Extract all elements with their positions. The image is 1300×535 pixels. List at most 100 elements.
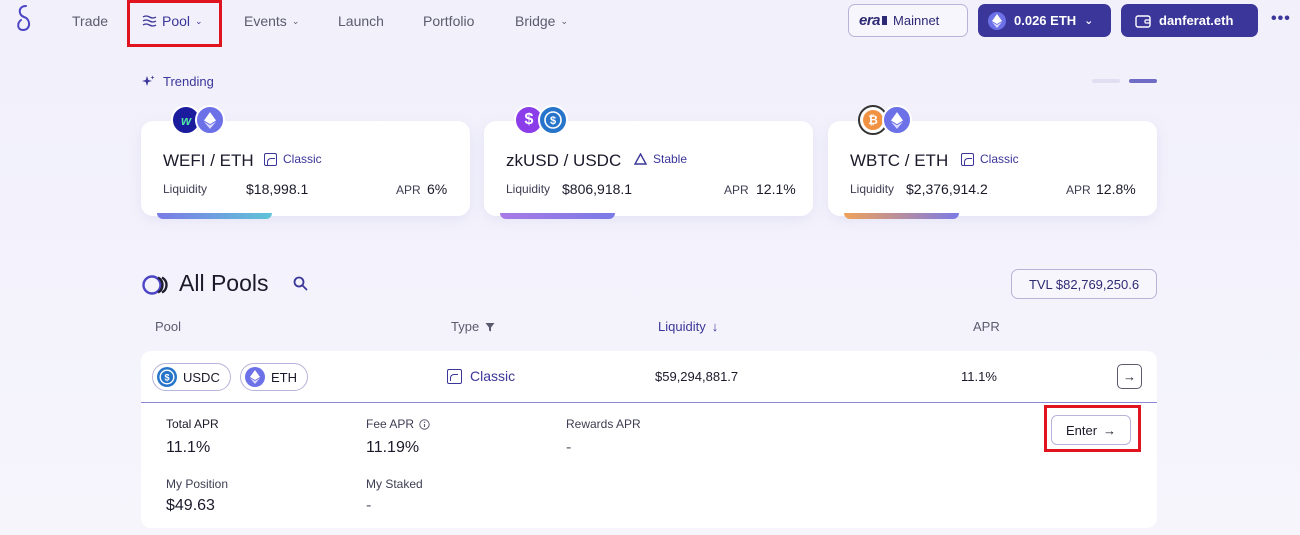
trending-card[interactable]: w WEFI / ETH Classic Liquidity $18,998.1… — [141, 105, 470, 219]
column-liquidity-label: Liquidity — [658, 319, 706, 334]
era-logo-mark — [882, 16, 888, 25]
pool-type: Stable — [634, 152, 687, 166]
balance-button[interactable]: 0.026 ETH ⌄ — [978, 4, 1111, 37]
liquidity-value: $2,376,914.2 — [906, 181, 988, 197]
apr-label: APR — [1066, 183, 1091, 197]
era-logo: era — [859, 12, 881, 29]
row-type-label: Classic — [470, 368, 516, 384]
trending-header: Trending — [141, 74, 214, 89]
eth-icon — [245, 367, 265, 387]
card-accent — [500, 213, 615, 219]
usdc-icon: $ — [157, 367, 177, 387]
nav-portfolio[interactable]: Portfolio — [423, 13, 474, 29]
apr-label: APR — [396, 183, 421, 197]
pool-type-label: Classic — [283, 152, 322, 166]
column-header-pool: Pool — [155, 319, 181, 334]
total-apr-value: 11.1% — [166, 439, 211, 456]
pool-type: Classic — [961, 152, 1019, 166]
usdc-icon: $ — [538, 105, 568, 135]
pair-icons: $ $ — [514, 105, 568, 135]
classic-icon — [264, 152, 277, 166]
nav-launch-label: Launch — [338, 13, 384, 29]
classic-icon — [961, 152, 974, 166]
chevron-down-icon: ⌄ — [1084, 15, 1094, 27]
nav-pool[interactable]: Pool ⌄ — [142, 13, 203, 29]
column-header-type[interactable]: Type — [451, 319, 495, 334]
eth-icon — [988, 11, 1006, 30]
nav-pool-label: Pool — [162, 13, 191, 29]
apr-value: 6% — [427, 181, 448, 197]
network-selector[interactable]: era Mainnet — [848, 4, 968, 37]
token-eth-label: ETH — [271, 369, 297, 385]
nav-events-label: Events — [244, 13, 287, 29]
page-title: All Pools — [179, 270, 269, 296]
fee-apr-header: Fee APR — [366, 417, 430, 431]
highlight-box-pool — [127, 0, 222, 47]
apr-value: 12.1% — [756, 181, 796, 197]
more-options-icon[interactable]: ••• — [1271, 10, 1291, 27]
pool-type-label: Classic — [980, 152, 1019, 166]
fee-apr-label: Fee APR — [366, 417, 415, 431]
wallet-icon — [1135, 14, 1151, 28]
nav-portfolio-label: Portfolio — [423, 13, 475, 29]
arrow-right-icon[interactable]: → — [1117, 364, 1142, 389]
nav-trade[interactable]: Trade — [72, 13, 108, 29]
tvl-badge[interactable]: TVL $82,769,250.6 — [1011, 269, 1157, 299]
wallet-button[interactable]: danferat.eth — [1121, 4, 1258, 37]
arrow-right-icon: → — [1103, 422, 1117, 438]
column-type-label: Type — [451, 319, 480, 334]
trending-card[interactable]: $ $ zkUSD / USDC Stable Liquidity $806,9… — [484, 105, 813, 219]
search-icon[interactable] — [293, 276, 308, 291]
network-label: Mainnet — [893, 13, 940, 28]
token-pill-usdc[interactable]: $ USDC — [152, 363, 231, 391]
carousel-dot[interactable] — [1092, 79, 1120, 83]
my-staked-label: My Staked — [366, 477, 423, 491]
carousel-dot-active[interactable] — [1129, 79, 1157, 83]
info-icon[interactable] — [419, 418, 430, 430]
my-position-label: My Position — [166, 477, 229, 491]
row-liquidity: $59,294,881.7 — [655, 369, 739, 384]
eth-icon — [195, 105, 225, 135]
column-pool-label: Pool — [155, 319, 182, 334]
apr-value: 12.8% — [1096, 181, 1136, 197]
top-nav: Trade Pool ⌄ Events ⌄ Launch Portfolio B… — [0, 0, 1300, 47]
trending-label: Trending — [163, 74, 214, 89]
rewards-apr-label: Rewards APR — [566, 417, 641, 431]
my-staked-value: - — [366, 497, 372, 514]
pair-name: WBTC / ETH — [850, 151, 949, 170]
enter-label: Enter — [1065, 422, 1098, 438]
pool-type: Classic — [264, 152, 322, 166]
enter-button[interactable]: Enter → — [1051, 415, 1131, 445]
pair-name: WEFI / ETH — [163, 151, 254, 170]
highlight-box-enter — [1044, 405, 1141, 452]
chevron-down-icon: ⌄ — [195, 16, 203, 26]
fee-apr-value: 11.19% — [366, 439, 420, 456]
chevron-down-icon: ⌄ — [560, 16, 569, 26]
svg-text:$: $ — [550, 115, 556, 127]
nav-bridge-label: Bridge — [515, 13, 556, 29]
nav-trade-label: Trade — [72, 13, 109, 29]
total-apr-label: Total APR — [166, 417, 219, 431]
sort-down-icon[interactable]: ↓ — [711, 319, 719, 334]
column-header-liquidity[interactable]: Liquidity ↓ — [658, 319, 718, 334]
token-pill-eth[interactable]: ETH — [240, 363, 308, 391]
wallet-address: danferat.eth — [1159, 13, 1234, 28]
filter-icon[interactable] — [485, 322, 495, 332]
pool-detail-panel: Total APR 11.1% Fee APR 11.19% Rewards A… — [141, 403, 1157, 528]
balance-value: 0.026 ETH — [1014, 13, 1077, 28]
token-usdc-label: USDC — [183, 369, 220, 385]
column-apr-label: APR — [973, 319, 1000, 334]
trending-card[interactable]: ₿ WBTC / ETH Classic Liquidity $2,376,91… — [828, 105, 1157, 219]
row-apr: 11.1% — [961, 369, 997, 384]
my-position-value: $49.63 — [166, 497, 215, 514]
nav-events[interactable]: Events ⌄ — [244, 13, 299, 29]
eth-icon — [882, 105, 912, 135]
pair-icons: w — [171, 105, 225, 135]
app-logo[interactable] — [12, 3, 36, 33]
table-row[interactable]: $ USDC ETH Classic $59,294,881.7 11.1% → — [141, 351, 1157, 403]
nav-bridge[interactable]: Bridge ⌄ — [515, 13, 568, 29]
liquidity-label: Liquidity — [163, 182, 208, 196]
card-accent — [157, 213, 272, 219]
pool-type-label: Stable — [653, 152, 688, 166]
nav-launch[interactable]: Launch — [338, 13, 384, 29]
